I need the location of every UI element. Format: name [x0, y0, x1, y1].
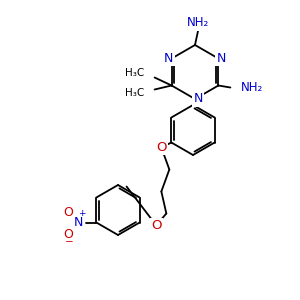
Text: H₃C: H₃C — [125, 88, 145, 98]
Text: −: − — [65, 236, 74, 247]
Text: N: N — [164, 52, 173, 65]
Text: NH₂: NH₂ — [240, 81, 262, 94]
Text: +: + — [78, 209, 85, 218]
Text: N: N — [193, 92, 203, 106]
Text: O: O — [63, 206, 73, 219]
Text: N: N — [74, 216, 83, 229]
Text: H₃C: H₃C — [125, 68, 145, 79]
Text: O: O — [63, 228, 73, 241]
Text: N: N — [217, 52, 226, 65]
Text: O: O — [151, 219, 162, 232]
Text: O: O — [156, 141, 166, 154]
Text: NH₂: NH₂ — [187, 16, 209, 29]
